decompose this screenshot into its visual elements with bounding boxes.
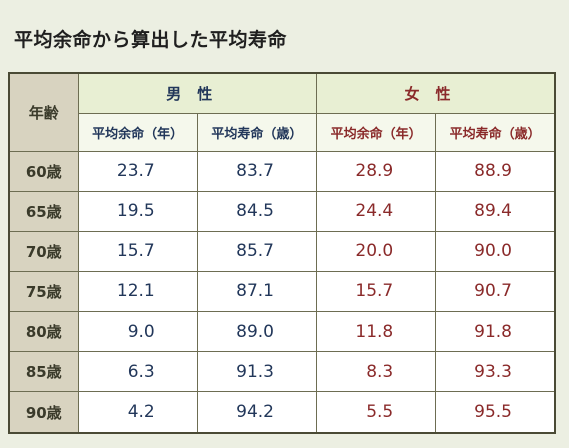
male-lifespan-cell: 91.3 xyxy=(196,351,318,393)
age-cell: 90歳 xyxy=(8,391,79,434)
male-remaining-cell: 9.0 xyxy=(77,311,198,353)
table-row: 60歳 23.7 83.7 28.9 88.9 xyxy=(8,150,556,192)
age-cell: 85歳 xyxy=(8,351,79,393)
female-remaining-cell: 15.7 xyxy=(315,270,437,313)
age-cell: 75歳 xyxy=(8,270,79,313)
female-lifespan-cell: 89.4 xyxy=(435,190,556,232)
female-remaining-cell: 20.0 xyxy=(315,230,437,272)
group-header-row: 年齢 男性 女性 xyxy=(8,72,556,152)
female-lifespan-cell: 88.9 xyxy=(435,150,556,192)
male-lifespan-header: 平均寿命（歳） xyxy=(196,112,318,152)
page-title: 平均余命から算出した平均寿命 xyxy=(14,29,288,51)
table-row: 80歳 9.0 89.0 11.8 91.8 xyxy=(8,311,556,353)
male-lifespan-cell: 94.2 xyxy=(196,391,318,434)
female-remaining-cell: 28.9 xyxy=(315,150,437,192)
table-row: 85歳 6.3 91.3 8.3 93.3 xyxy=(8,351,556,393)
age-cell: 70歳 xyxy=(8,230,79,272)
male-remaining-cell: 12.1 xyxy=(77,270,198,313)
female-lifespan-cell: 91.8 xyxy=(435,311,556,353)
male-lifespan-cell: 83.7 xyxy=(196,150,318,192)
column-header-row: 平均余命（年） 平均寿命（歳） 平均余命（年） 平均寿命（歳） xyxy=(9,112,556,152)
female-remaining-cell: 11.8 xyxy=(315,311,437,353)
female-lifespan-cell: 93.3 xyxy=(435,351,556,393)
female-lifespan-cell: 95.5 xyxy=(435,391,556,434)
female-lifespan-header: 平均寿命（歳） xyxy=(435,112,556,152)
table-row: 65歳 19.5 84.5 24.4 89.4 xyxy=(8,190,556,232)
female-remaining-cell: 8.3 xyxy=(315,351,437,393)
age-cell: 60歳 xyxy=(8,150,79,192)
male-remaining-cell: 15.7 xyxy=(77,230,198,272)
female-lifespan-cell: 90.0 xyxy=(435,230,556,272)
male-lifespan-cell: 84.5 xyxy=(196,190,318,232)
age-column-header: 年齢 xyxy=(8,72,79,152)
age-cell: 80歳 xyxy=(8,311,79,353)
male-lifespan-cell: 85.7 xyxy=(196,230,318,272)
male-lifespan-cell: 87.1 xyxy=(196,270,318,313)
age-cell: 65歳 xyxy=(8,190,79,232)
female-group-header: 女性 xyxy=(316,72,556,114)
male-remaining-header: 平均余命（年） xyxy=(77,112,198,152)
male-remaining-cell: 6.3 xyxy=(77,351,198,393)
male-remaining-cell: 23.7 xyxy=(77,150,198,192)
female-remaining-cell: 5.5 xyxy=(315,391,437,434)
male-lifespan-cell: 89.0 xyxy=(196,311,318,353)
male-remaining-cell: 19.5 xyxy=(77,190,198,232)
male-group-header: 男性 xyxy=(77,72,317,114)
male-remaining-cell: 4.2 xyxy=(77,391,198,434)
female-remaining-header: 平均余命（年） xyxy=(315,112,437,152)
table-row: 70歳 15.7 85.7 20.0 90.0 xyxy=(8,230,556,272)
life-expectancy-table: 年齢 男性 女性 平均余命（年） 平均寿命（歳） 平均余命（年） 平均寿命（歳）… xyxy=(8,72,556,434)
female-remaining-cell: 24.4 xyxy=(315,190,437,232)
female-lifespan-cell: 90.7 xyxy=(435,270,556,313)
table-row: 90歳 4.2 94.2 5.5 95.5 xyxy=(8,391,556,434)
table-row: 75歳 12.1 87.1 15.7 90.7 xyxy=(8,270,556,313)
